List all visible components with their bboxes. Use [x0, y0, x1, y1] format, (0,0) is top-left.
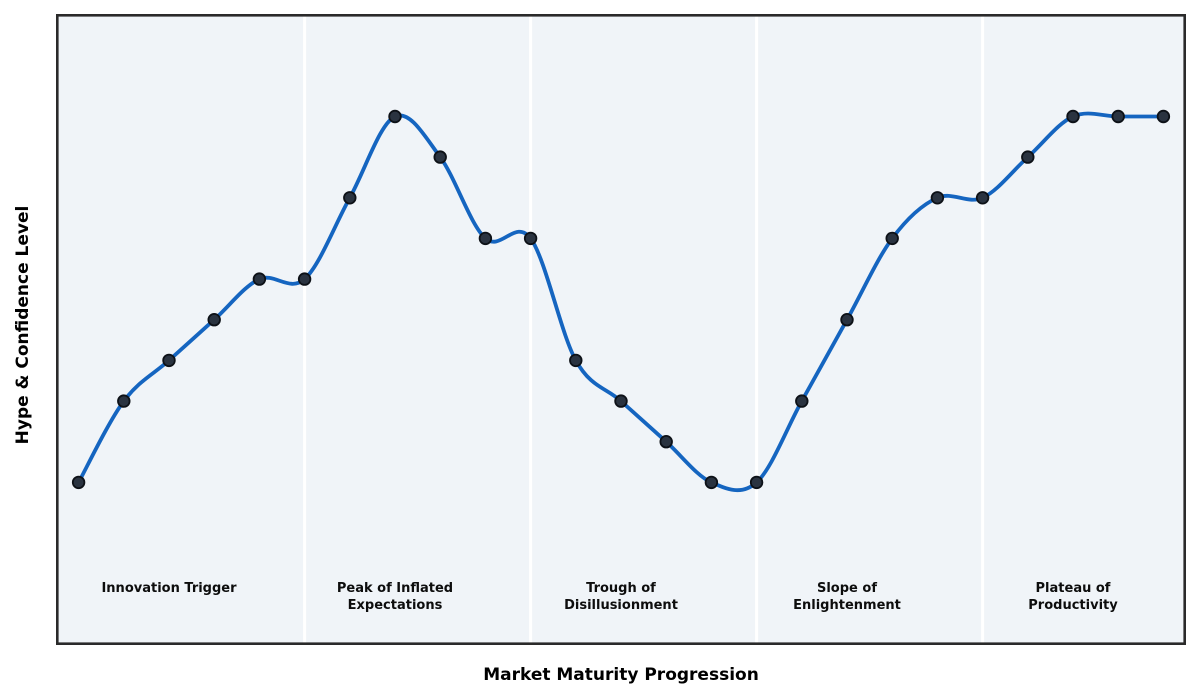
data-point-marker	[840, 313, 854, 327]
data-point-marker	[569, 353, 583, 368]
phase-label-line: Disillusionment	[564, 597, 678, 613]
data-point-marker	[388, 109, 402, 124]
phase-label-innovation-trigger: Innovation Trigger	[101, 581, 236, 598]
phase-label-line: Trough of	[586, 581, 656, 596]
data-point-marker	[1156, 109, 1171, 124]
data-point-marker	[297, 272, 312, 286]
data-point-marker	[343, 191, 357, 205]
data-point-marker	[433, 150, 447, 164]
y-axis-label: Hype & Confidence Level	[13, 205, 33, 445]
phase-label-peak-of-inflated-expectations: Peak of Inflated Expectations	[337, 581, 453, 614]
phase-label-line: Peak of Inflated	[336, 581, 454, 596]
data-point-marker	[749, 475, 764, 490]
data-point-marker	[117, 394, 131, 408]
data-point-marker	[885, 231, 899, 246]
phase-label-line: Slope of	[816, 581, 877, 596]
plot-border	[55, 14, 1187, 646]
data-point-marker	[71, 475, 86, 490]
phase-label-line: Innovation Trigger	[101, 581, 237, 596]
phase-label-trough-of-disillusionment: Trough of Disillusionment	[564, 581, 678, 614]
data-point-marker	[1111, 109, 1125, 124]
x-axis-label: Market Maturity Progression	[483, 665, 759, 685]
data-point-marker	[975, 191, 990, 205]
data-point-marker	[207, 313, 221, 327]
data-point-marker	[659, 435, 673, 449]
data-point-marker	[162, 353, 176, 368]
data-point-marker	[1066, 109, 1080, 124]
phase-label-line: Productivity	[1028, 597, 1118, 613]
data-point-marker	[252, 272, 267, 286]
data-point-marker	[523, 231, 538, 246]
phase-label-line: Plateau of	[1035, 581, 1111, 596]
phase-label-line: Enlightenment	[793, 597, 901, 613]
data-point-marker	[795, 394, 809, 408]
data-point-marker	[478, 231, 493, 246]
phase-label-line: Expectations	[347, 597, 443, 613]
phase-label-plateau-of-productivity: Plateau of Productivity	[1028, 581, 1117, 614]
data-point-marker	[614, 394, 628, 408]
data-point-marker	[930, 191, 945, 205]
data-point-marker	[704, 475, 719, 490]
plot-background	[56, 14, 1186, 645]
data-point-marker	[1021, 150, 1035, 164]
phase-label-slope-of-enlightenment: Slope of Enlightenment	[793, 581, 901, 614]
